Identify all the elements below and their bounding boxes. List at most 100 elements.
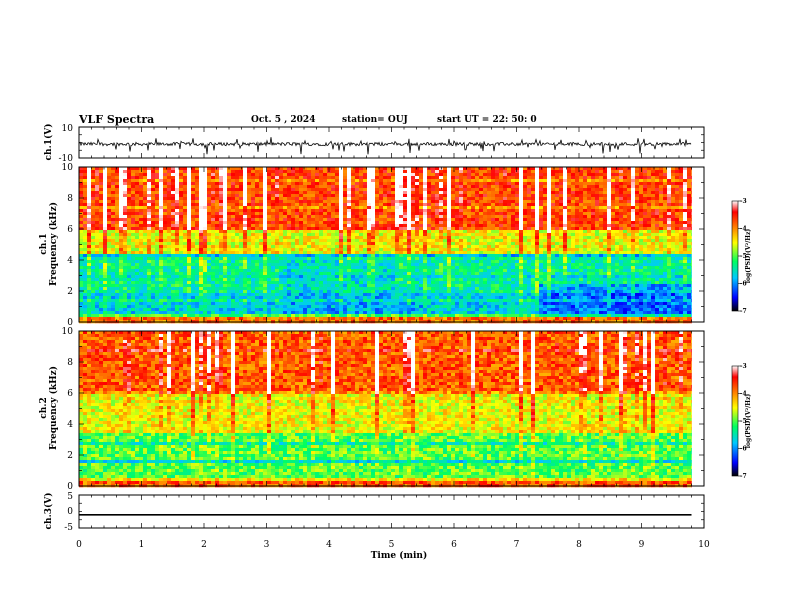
spectrogram-cell [295,257,300,261]
spectrogram-cell [367,248,372,252]
spectrogram-cell [619,227,624,231]
spectrogram-cell [211,230,216,234]
spectrogram-cell [591,176,596,180]
spectrogram-cell [595,173,600,177]
spectrogram-cell [615,260,620,264]
spectrogram-cell [639,176,644,180]
spectrogram-cell [643,203,648,207]
spectrogram-cell [619,179,624,183]
spectrogram-cell [315,245,320,249]
spectrogram-cell [643,224,648,228]
spectrogram-cell [631,179,636,183]
spectrogram-cell [259,236,264,240]
spectrogram-cell [535,227,540,231]
spectrogram-cell [115,203,120,207]
spectrogram-cell [643,236,648,240]
spectrogram-cell [527,215,532,219]
spectrogram-cell [383,188,388,192]
spectrogram-cell [643,200,648,204]
spectrogram-cell [339,236,344,240]
spectrogram-cell [539,176,544,180]
spectrogram-cell [283,230,288,234]
spectrogram-cell [287,182,292,186]
spectrogram-cell [383,227,388,231]
spectrogram-cell [559,254,564,258]
spectrogram-cell [563,215,568,219]
spectrogram-cell [495,197,500,201]
spectrogram-cell [515,188,520,192]
spectrogram-cell [543,188,548,192]
spectrogram-cell [159,245,164,249]
spectrogram-cell [583,242,588,246]
spectrogram-cell [135,224,140,228]
spectrogram-cell [579,221,584,225]
spectrogram-cell [263,182,268,186]
spectrogram-cell [111,194,116,198]
spectrogram-cell [87,227,92,231]
spectrogram-cell [347,260,352,264]
spectrogram-cell [463,194,468,198]
spectrogram-cell [499,179,504,183]
spectrogram-cell [619,221,624,225]
spectrogram-cell [603,194,608,198]
spectrogram-cell [151,245,156,249]
spectrogram-cell [675,197,680,201]
spectrogram-cell [135,251,140,255]
spectrogram-cell [263,227,268,231]
spectrogram-cell [79,179,84,183]
spectrogram-cell [691,227,692,231]
spectrogram-cell [283,221,288,225]
spectrogram-cell [487,209,492,213]
spectrogram-cell [303,209,308,213]
spectrogram-cell [207,176,212,180]
spectrogram-cell [435,197,440,201]
spectrogram-cell [299,233,304,237]
spectrogram-cell [355,224,360,228]
spectrogram-cell [235,173,240,177]
spectrogram-cell [667,200,672,204]
spectrogram-cell [171,227,176,231]
spectrogram-cell [299,242,304,246]
spectrogram-cell [655,209,660,213]
spectrogram-cell [519,242,524,246]
spectrogram-cell [531,227,536,231]
spectrogram-cell [599,221,604,225]
spectrogram-cell [507,185,512,189]
spectrogram-cell [327,230,332,234]
spectrogram-cell [543,179,548,183]
spectrogram-cell [347,188,352,192]
spectrogram-cell [491,224,496,228]
spectrogram-cell [263,230,268,234]
spectrogram-cell [551,227,556,231]
spectrogram-cell [423,188,428,192]
spectrogram-cell [567,251,572,255]
spectrogram-cell [459,197,464,201]
spectrogram-cell [231,203,236,207]
spectrogram-cell [379,242,384,246]
spectrogram-cell [563,245,568,249]
spectrogram-cell [327,197,332,201]
spectrogram-cell [335,188,340,192]
spectrogram-cell [515,209,520,213]
spectrogram-cell [543,182,548,186]
spectrogram-cell [343,167,348,171]
spectrogram-cell [163,242,168,246]
spectrogram-cell [555,167,560,171]
spectrogram-cell [339,176,344,180]
spectrogram-cell [455,173,460,177]
spectrogram-cell [83,182,88,186]
spectrogram-cell [375,251,380,255]
spectrogram-cell [515,221,520,225]
spectrogram-cell [255,215,260,219]
spectrogram-cell [635,179,640,183]
spectrogram-cell [627,188,632,192]
spectrogram-cell [99,224,104,228]
spectrogram-cell [323,236,328,240]
spectrogram-cell [635,215,640,219]
spectrogram-cell [659,173,664,177]
spectrogram-cell [359,230,364,234]
spectrogram-cell [599,182,604,186]
spectrogram-cell [439,260,444,264]
spectrogram-cell [215,245,220,249]
spectrogram-cell [523,236,528,240]
